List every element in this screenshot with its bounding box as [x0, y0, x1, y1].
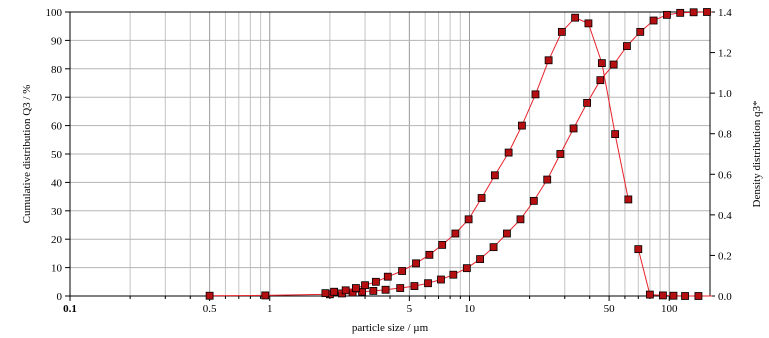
data-point-marker [636, 27, 645, 36]
data-point-marker [464, 215, 473, 224]
y-left-tick-label: 30 [51, 206, 63, 218]
data-point-marker [557, 27, 566, 36]
y-axis-right-label: Density distribution q3* [751, 101, 763, 208]
y-left-tick-label: 50 [51, 149, 63, 161]
data-point-marker [449, 270, 458, 279]
y-right-tick-label: 1.2 [718, 48, 732, 60]
data-point-marker [398, 267, 407, 275]
data-point-marker [381, 285, 390, 294]
data-point-marker [504, 148, 513, 157]
data-point-marker [645, 290, 654, 299]
y-right-tick-label: 0.6 [718, 169, 732, 181]
y-right-tick-label: 0.2 [718, 250, 732, 262]
data-point-marker [676, 8, 685, 17]
data-point-marker [503, 229, 511, 238]
data-point-marker [659, 291, 667, 300]
data-point-marker [529, 196, 538, 205]
data-point-marker [490, 171, 499, 180]
x-axis-label: particle size / µm [352, 322, 429, 334]
y-right-tick-label: 1.0 [718, 88, 732, 100]
data-point-marker [437, 275, 445, 284]
data-point-marker [369, 286, 378, 295]
data-point-marker [489, 243, 498, 252]
y-left-tick-label: 10 [51, 263, 63, 275]
data-point-marker [372, 277, 380, 286]
data-point-marker [611, 130, 620, 139]
data-point-marker [438, 240, 447, 249]
data-point-marker [689, 8, 698, 17]
data-point-marker [352, 284, 360, 292]
data-point-marker [518, 121, 526, 130]
x-tick-label: 50 [604, 303, 616, 315]
data-point-marker [361, 281, 369, 290]
y-left-tick-label: 0 [57, 291, 63, 303]
data-point-marker [425, 250, 434, 259]
data-point-marker [663, 10, 671, 19]
data-point-marker [396, 284, 405, 292]
data-point-marker [477, 194, 486, 202]
data-point-marker [531, 90, 540, 99]
data-point-marker [584, 19, 593, 28]
series-line [325, 17, 629, 294]
data-point-marker [569, 124, 578, 133]
data-point-marker [341, 286, 350, 295]
data-point-marker [205, 291, 214, 300]
axis-ticks [65, 11, 715, 301]
data-point-marker [694, 292, 703, 300]
data-point-marker [597, 59, 606, 68]
data-point-marker [681, 292, 689, 300]
y-right-tick-label: 1.4 [718, 7, 732, 19]
data-point-marker [583, 98, 592, 107]
data-point-marker [543, 175, 552, 184]
y-right-tick-label: 0.4 [718, 210, 732, 222]
data-point-marker [634, 245, 643, 254]
x-tick-label: 1 [267, 303, 273, 315]
x-tick-label: 5 [407, 303, 413, 315]
data-point-marker [261, 291, 270, 300]
series-line [637, 248, 712, 297]
grid-lines [69, 12, 710, 296]
x-tick-label: 100 [661, 303, 678, 315]
x-tick-label: 0.1 [63, 303, 77, 315]
tick-labels: 0 10 20 30 40 50 60 70 80 90 100 0.0 0.2 0.4 0.6 0.8 1.0… [46, 7, 733, 315]
data-point-marker [383, 272, 392, 281]
y-left-tick-label: 40 [51, 177, 63, 189]
data-point-marker [476, 255, 484, 263]
data-series [205, 8, 712, 300]
y-right-tick-label: 0.0 [718, 291, 732, 303]
y-left-tick-label: 100 [46, 7, 63, 19]
data-point-marker [703, 8, 711, 16]
y-left-tick-label: 90 [51, 35, 63, 47]
y-left-tick-label: 80 [51, 64, 63, 76]
x-tick-label: 0.5 [203, 303, 217, 315]
data-point-marker [649, 16, 658, 25]
y-axis-left-label: Cumulative distribution Q3 / % [21, 85, 33, 224]
data-point-marker [516, 215, 525, 224]
data-point-marker [462, 264, 471, 273]
x-tick-label: 10 [464, 303, 476, 315]
data-point-marker [424, 279, 432, 288]
data-point-marker [669, 291, 678, 300]
data-point-marker [596, 76, 605, 85]
y-left-tick-label: 70 [51, 92, 63, 104]
y-left-tick-label: 20 [51, 234, 63, 246]
data-point-marker [544, 56, 553, 65]
y-left-tick-label: 60 [51, 121, 63, 133]
data-point-marker [330, 287, 339, 296]
data-point-marker [410, 282, 419, 290]
data-point-marker [571, 13, 580, 22]
data-point-marker [412, 259, 420, 268]
data-point-marker [556, 150, 565, 158]
data-point-marker [451, 229, 460, 238]
data-point-marker [609, 60, 618, 69]
data-point-marker [623, 42, 631, 50]
y-right-tick-label: 0.8 [718, 129, 732, 141]
data-point-marker [624, 195, 633, 204]
data-point-marker [321, 289, 330, 298]
